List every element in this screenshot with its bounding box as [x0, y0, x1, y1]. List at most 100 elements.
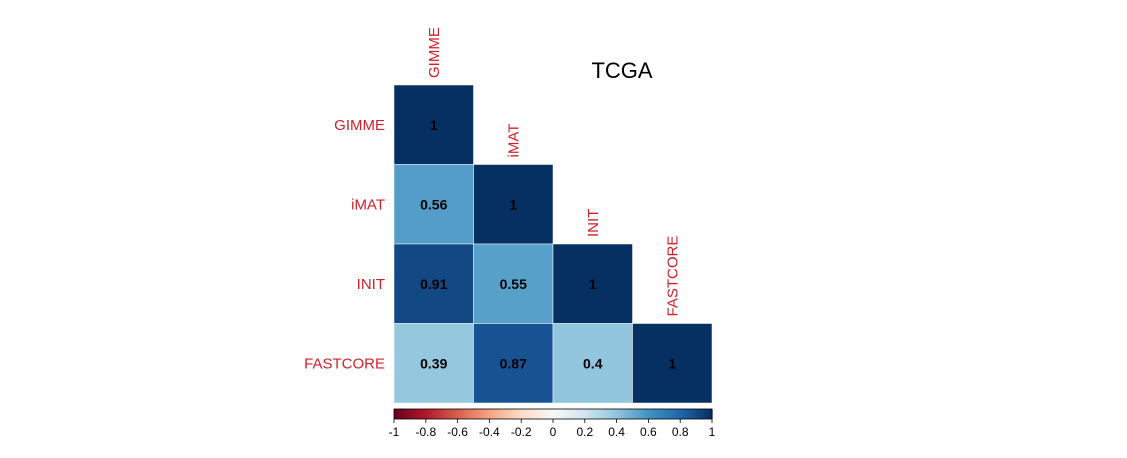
chart-title: TCGA	[591, 58, 652, 83]
colorbar-segment	[514, 409, 518, 419]
colorbar-segment	[549, 409, 553, 419]
colorbar-segment	[622, 409, 626, 419]
colorbar-segment	[575, 409, 578, 419]
colorbar-segment	[611, 409, 615, 419]
column-label-gimme: GIMME	[426, 27, 443, 78]
colorbar-segment	[594, 409, 597, 419]
colorbar-segment	[465, 409, 468, 419]
colorbar-segment	[638, 409, 642, 419]
colorbar-segment	[416, 409, 419, 419]
colorbar-segment	[551, 409, 554, 419]
colorbar-segment	[673, 409, 677, 419]
colorbar-segment	[506, 409, 510, 419]
colorbar-segment	[460, 409, 463, 419]
colorbar-segment	[473, 409, 476, 419]
colorbar-segment	[592, 409, 595, 419]
column-label-imat: iMAT	[505, 124, 522, 158]
colorbar-segment	[462, 409, 465, 419]
colorbar-segment	[494, 409, 497, 419]
colorbar-segment	[451, 409, 454, 419]
colorbar-segment	[686, 409, 689, 419]
heatmap-cell-fastcore-init	[552, 323, 633, 404]
colorbar-segment	[619, 409, 622, 419]
colorbar-segment	[581, 409, 584, 419]
cell-value-label: 1	[668, 355, 676, 371]
colorbar-segment	[648, 409, 651, 419]
colorbar-segment	[635, 409, 638, 419]
colorbar-segment	[677, 409, 680, 419]
heatmap-cell-gimme-gimme	[393, 84, 474, 165]
colorbar-segment	[513, 409, 516, 419]
colorbar-segment	[503, 409, 506, 419]
colorbar-segment	[651, 409, 654, 419]
colorbar-segment	[653, 409, 656, 419]
cell-value-label: 0.4	[583, 355, 603, 371]
cell-value-label: 0.87	[500, 355, 527, 371]
colorbar-tick-label: 0.4	[608, 425, 625, 439]
colorbar-segment	[583, 409, 586, 419]
colorbar-segment	[394, 409, 397, 419]
cell-value-label: 1	[509, 196, 517, 212]
colorbar-segment	[564, 409, 567, 419]
heatmap-cell-fastcore-imat	[473, 323, 554, 404]
colorbar-segment	[508, 409, 511, 419]
colorbar-segment	[678, 409, 681, 419]
colorbar-segment	[672, 409, 675, 419]
colorbar-segment	[608, 409, 611, 419]
colorbar-segment	[645, 409, 648, 419]
colorbar-segment	[409, 409, 413, 419]
colorbar-segment	[449, 409, 452, 419]
colorbar-segment	[640, 409, 643, 419]
cell-value-label: 0.91	[420, 276, 447, 292]
colorbar-segment	[397, 409, 400, 419]
colorbar-segment	[696, 409, 699, 419]
colorbar-segment	[659, 409, 662, 419]
colorbar-segment	[599, 409, 602, 419]
colorbar-segment	[554, 409, 557, 419]
colorbar-segment	[603, 409, 607, 419]
colorbar-segment	[568, 409, 572, 419]
colorbar-segment	[613, 409, 616, 419]
colorbar-segment	[425, 409, 428, 419]
colorbar-segment	[529, 409, 532, 419]
colorbar-segment	[553, 409, 556, 419]
colorbar-segment	[438, 409, 441, 419]
colorbar-segment	[476, 409, 479, 419]
colorbar-segment	[573, 409, 576, 419]
colorbar-segment	[454, 409, 457, 419]
colorbar-segment	[436, 409, 440, 419]
colorbar-segment	[657, 409, 661, 419]
colorbar-segment	[516, 409, 519, 419]
colorbar-tick-label: 1	[709, 425, 716, 439]
colorbar-segment	[649, 409, 653, 419]
colorbar-segment	[540, 409, 543, 419]
colorbar-segment	[605, 409, 608, 419]
row-label-imat: iMAT	[351, 196, 385, 213]
colorbar-segment	[572, 409, 575, 419]
colorbar-segment	[615, 409, 618, 419]
colorbar-segment	[522, 409, 525, 419]
colorbar-segment	[626, 409, 629, 419]
colorbar-segment	[532, 409, 535, 419]
colorbar-segment	[478, 409, 481, 419]
heatmap-cell-init-gimme	[393, 243, 474, 324]
colorbar-segment	[595, 409, 599, 419]
colorbar-segment	[527, 409, 530, 419]
colorbar-segment	[471, 409, 475, 419]
row-label-fastcore: FASTCORE	[304, 355, 385, 372]
colorbar-segment	[481, 409, 484, 419]
cell-value-label: 0.56	[420, 196, 447, 212]
colorbar-segment	[567, 409, 570, 419]
colorbar-segment	[457, 409, 460, 419]
colorbar-segment	[535, 409, 538, 419]
colorbar-segment	[468, 409, 471, 419]
colorbar-segment	[479, 409, 483, 419]
colorbar-segment	[483, 409, 486, 419]
colorbar-segment	[557, 409, 560, 419]
colorbar-segment	[710, 409, 713, 419]
colorbar-segment	[699, 409, 702, 419]
colorbar-segment	[587, 409, 591, 419]
colorbar-segment	[664, 409, 667, 419]
colorbar-segment	[565, 409, 568, 419]
